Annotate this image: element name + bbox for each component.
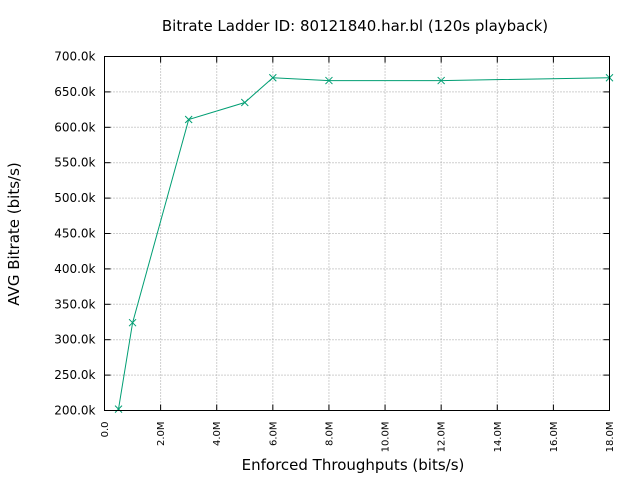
data-point-marker [437, 76, 446, 85]
x-tick-label: 14.0M [493, 422, 504, 453]
x-tick-label: 0.0 [100, 422, 111, 438]
y-axis-label: AVG Bitrate (bits/s) [5, 162, 23, 306]
data-point-marker [184, 115, 193, 124]
x-tick-label: 12.0M [437, 422, 448, 453]
y-tick-label: 250.0k [54, 368, 95, 382]
x-tick-label: 6.0M [268, 422, 279, 447]
y-tick-label: 350.0k [54, 297, 95, 311]
x-tick-label: 4.0M [212, 422, 223, 447]
y-tick-label: 200.0k [54, 404, 95, 418]
y-tick-label: 550.0k [54, 156, 95, 170]
data-point-marker [268, 73, 277, 82]
y-tick-label: 600.0k [54, 120, 95, 134]
y-tick-label: 450.0k [54, 227, 95, 241]
series-line [118, 77, 610, 410]
x-axis-label: Enforced Throughputs (bits/s) [242, 456, 465, 474]
x-tick-label: 2.0M [156, 422, 167, 447]
data-point-marker [325, 76, 333, 85]
plot-frame [104, 56, 610, 411]
y-tick-label: 500.0k [54, 191, 95, 205]
series-group [114, 73, 614, 413]
x-tick-label: 16.0M [549, 422, 560, 453]
x-tick-label: 18.0M [605, 422, 616, 453]
data-point-marker [128, 318, 137, 327]
x-tick-label: 10.0M [381, 422, 392, 453]
y-tick-label: 700.0k [54, 50, 95, 64]
grid [104, 56, 610, 411]
axis-ticks: 200.0k 250.0k 300.0k 350.0k 400.0k 450.0k 500.… [54, 50, 616, 453]
data-point-marker [240, 98, 249, 107]
y-tick-label: 400.0k [54, 262, 95, 276]
data-point-marker [114, 405, 123, 413]
y-tick-label: 300.0k [54, 333, 95, 347]
y-tick-label: 650.0k [54, 85, 95, 99]
x-tick-label: 8.0M [324, 422, 335, 447]
chart-title: Bitrate Ladder ID: 80121840.har.bl (120s… [162, 17, 548, 35]
